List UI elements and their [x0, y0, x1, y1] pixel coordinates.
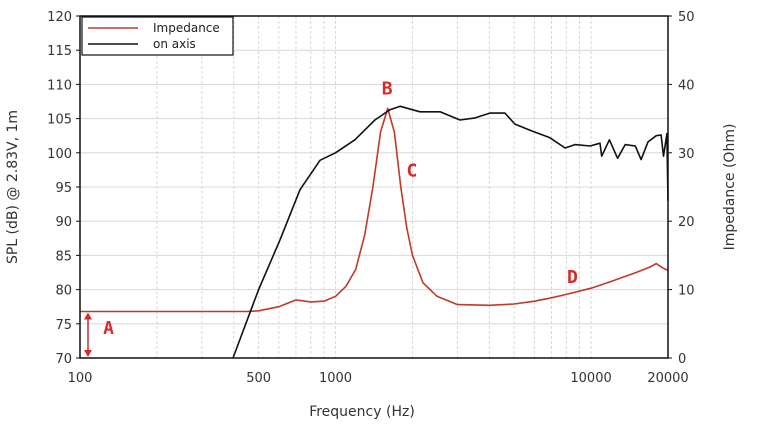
y2-tick-label: 50 [678, 10, 695, 25]
y-tick-label: 115 [47, 44, 72, 59]
y-tick-label: 95 [55, 181, 72, 196]
y2-axis-label: Impedance (Ohm) [722, 124, 738, 251]
x-tick-label: 20000 [647, 371, 688, 386]
series-line-on-axis [232, 105, 669, 359]
y2-tick-label: 20 [678, 215, 695, 230]
y2-tick-label: 10 [678, 284, 695, 299]
y2-tick-label: 0 [678, 352, 686, 367]
annotation-a: A [103, 318, 114, 339]
annotation-d: D [567, 267, 578, 288]
legend-box [81, 16, 234, 56]
y-tick-label: 105 [47, 113, 72, 128]
y-tick-label: 100 [47, 147, 72, 162]
y-axis-label: SPL (dB) @ 2.83V, 1m [5, 110, 21, 264]
annotation-b: B [382, 79, 393, 100]
y-tick-label: 75 [55, 318, 72, 333]
arrow-a-head-up [84, 312, 92, 320]
legend-label-impedance: Impedance [153, 21, 220, 35]
y2-tick-label: 30 [678, 147, 695, 162]
legend: Impedance on axis [81, 16, 234, 56]
y2-tick-label: 40 [678, 78, 695, 93]
y-tick-label: 80 [55, 284, 72, 299]
y-tick-label: 85 [55, 249, 72, 264]
tick-labels: 100 500 1000 10000 2000070758085909510010511… [47, 10, 694, 386]
x-tick-label: 500 [246, 371, 271, 386]
annotations: A B C D [84, 79, 578, 357]
arrow-a-head-down [84, 350, 92, 357]
grid [80, 16, 669, 358]
series-line-impedance [80, 107, 669, 313]
x-tick-label: 1000 [319, 371, 352, 386]
x-tick-label: 10000 [570, 371, 611, 386]
x-tick-label: 100 [68, 371, 93, 386]
legend-label-on-axis: on axis [153, 37, 196, 51]
y-tick-label: 70 [55, 352, 72, 367]
y-tick-label: 110 [47, 78, 72, 93]
series-layer [80, 105, 669, 359]
x-axis-label: Frequency (Hz) [309, 404, 415, 420]
y-tick-label: 120 [47, 10, 72, 25]
y-tick-label: 90 [55, 215, 72, 230]
annotation-c: C [406, 161, 417, 182]
